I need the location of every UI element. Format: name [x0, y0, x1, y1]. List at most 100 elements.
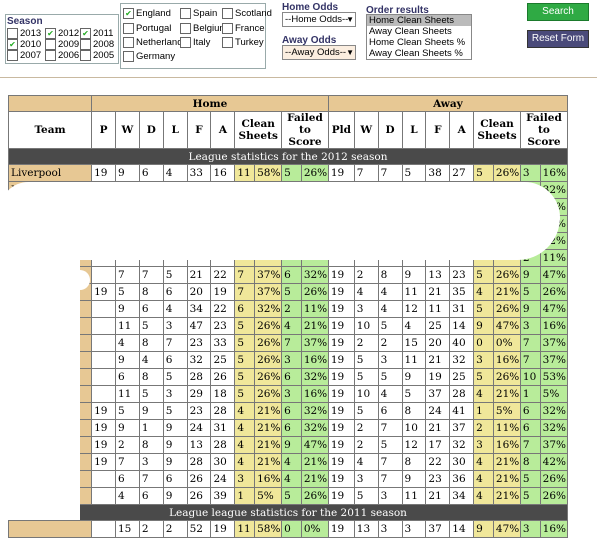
stat-cell: 5 — [473, 164, 494, 182]
order-option[interactable]: Home Clean Sheets % — [369, 37, 466, 48]
country-checkbox-germany[interactable]: Germany — [123, 51, 175, 62]
stat-cell: 26% — [254, 385, 283, 403]
stat-cell: 19 — [327, 419, 355, 437]
column-header[interactable]: Team — [7, 111, 93, 149]
stat-cell: 3 — [473, 436, 494, 454]
season-checkbox-2005[interactable]: 2005 — [80, 50, 114, 61]
season-checkbox-2010[interactable]: ✔ 2010 — [7, 39, 41, 50]
season-checkbox-2012[interactable]: ✔ 2012 — [45, 28, 79, 39]
country-checkbox-portugal[interactable]: Portugal — [123, 23, 171, 34]
order-results-list[interactable]: Home Clean Sheets Away Clean Sheets Home C… — [366, 14, 472, 60]
stat-cell: 4 — [473, 470, 494, 488]
stat-cell: 12 — [401, 300, 427, 318]
stat-cell: 21% — [492, 385, 521, 403]
stat-cell: 5 — [281, 164, 302, 182]
stat-cell: 7 — [162, 334, 188, 352]
country-checkbox-turkey[interactable]: Turkey — [222, 37, 264, 48]
stat-cell: 11 — [114, 385, 140, 403]
column-header[interactable]: Pld — [327, 111, 355, 149]
checkbox-icon — [222, 37, 233, 48]
season-checkbox-2006[interactable]: 2006 — [45, 50, 79, 61]
column-header[interactable]: F — [186, 111, 212, 149]
season-checkbox-2008[interactable]: 2008 — [80, 39, 114, 50]
stat-cell: 21% — [492, 453, 521, 471]
season-label: 2011 — [93, 28, 114, 39]
stat-cell: 8 — [519, 453, 541, 471]
stat-cell: 4 — [234, 453, 256, 471]
column-header[interactable]: W — [114, 111, 140, 149]
home-odds-select[interactable]: --Home Odds-- ▼ — [282, 12, 356, 27]
column-header[interactable]: L — [401, 111, 427, 149]
column-header[interactable]: Failed to Score — [281, 111, 329, 149]
stat-cell: 3 — [377, 487, 403, 505]
stat-cell: 32 — [449, 436, 475, 454]
stat-cell: 36 — [449, 470, 475, 488]
stat-cell: 21 — [425, 419, 451, 437]
reset-form-button[interactable]: Reset Form — [527, 30, 589, 48]
stat-cell: 9 — [519, 266, 541, 284]
country-checkbox-scotland[interactable]: Scotland — [222, 8, 272, 19]
stat-cell: 25 — [449, 368, 475, 386]
checkbox-icon: ✔ — [80, 28, 91, 39]
stat-cell: 8 — [138, 436, 164, 454]
stat-cell: 6 — [138, 487, 164, 505]
country-checkbox-england[interactable]: ✔ England — [123, 8, 171, 19]
stat-cell: 16% — [300, 351, 329, 369]
column-header[interactable]: A — [210, 111, 236, 149]
country-checkbox-spain[interactable]: Spain — [180, 8, 217, 19]
stat-cell — [91, 368, 116, 386]
stat-cell: 14 — [449, 520, 475, 538]
filter-form: Season 2013 ✔ 2012 ✔ 2011 ✔ 2010 2009 2008 2007 20… — [0, 0, 597, 76]
stat-cell: 11 — [234, 520, 256, 538]
stat-cell: 16% — [492, 436, 521, 454]
search-button[interactable]: Search — [527, 3, 589, 21]
order-option[interactable]: Away Clean Sheets — [369, 26, 452, 37]
stat-cell: 41 — [449, 402, 475, 420]
season-checkbox-2013[interactable]: 2013 — [7, 28, 41, 39]
country-checkbox-belgium[interactable]: Belgium — [180, 23, 227, 34]
table-row: 11 5 3 29 18 5 26% 3 16% 19 10 4 5 37 28 4 21% 1 5% — [7, 385, 569, 403]
stat-cell: 4 — [473, 453, 494, 471]
stat-cell: 11 — [401, 351, 427, 369]
stat-cell: 15 — [401, 334, 427, 352]
season-checkbox-2007[interactable]: 2007 — [7, 50, 41, 61]
country-checkbox-italy[interactable]: Italy — [180, 37, 210, 48]
header-away-group: Away — [327, 95, 569, 112]
stat-cell: 19 — [327, 436, 355, 454]
stat-cell: 3 — [162, 317, 188, 335]
away-odds-select[interactable]: --Away Odds-- ▼ — [282, 45, 356, 60]
stat-cell: 0 — [281, 520, 302, 538]
column-header[interactable]: W — [353, 111, 379, 149]
column-header[interactable]: Clean Sheets — [234, 111, 283, 149]
column-header[interactable]: F — [425, 111, 451, 149]
stat-cell: 3 — [401, 520, 427, 538]
stat-cell: 16% — [492, 351, 521, 369]
stat-cell: 4 — [353, 283, 379, 301]
country-checkbox-netherlands[interactable]: Netherlands — [123, 37, 187, 48]
checkbox-icon: ✔ — [7, 39, 18, 50]
column-header[interactable]: A — [449, 111, 475, 149]
column-header[interactable]: D — [138, 111, 164, 149]
order-option[interactable]: Home Clean Sheets — [367, 15, 471, 26]
season-checkbox-2011[interactable]: ✔ 2011 — [80, 28, 113, 39]
column-header[interactable]: D — [377, 111, 403, 149]
column-header[interactable]: L — [162, 111, 188, 149]
column-header[interactable]: Failed to Score — [519, 111, 569, 149]
stat-cell — [91, 351, 116, 369]
season-checkbox-2009[interactable]: 2009 — [45, 39, 79, 50]
stat-cell: 8 — [138, 283, 164, 301]
stat-cell: 19 — [327, 402, 355, 420]
order-option[interactable]: Away Clean Sheets % — [369, 48, 463, 59]
country-label: France — [235, 23, 265, 34]
stat-cell: 5 — [162, 368, 188, 386]
column-header[interactable]: Clean Sheets — [473, 111, 521, 149]
stat-cell: 2 — [377, 334, 403, 352]
stat-cell: 11% — [539, 249, 569, 267]
stat-cell: 2 — [138, 520, 164, 538]
stat-cell: 23 — [186, 334, 212, 352]
column-header[interactable]: P — [91, 111, 116, 149]
stat-cell: 37% — [300, 334, 329, 352]
country-checkbox-france[interactable]: France — [222, 23, 265, 34]
stat-cell: 12 — [401, 436, 427, 454]
stat-cell: 26% — [492, 368, 521, 386]
